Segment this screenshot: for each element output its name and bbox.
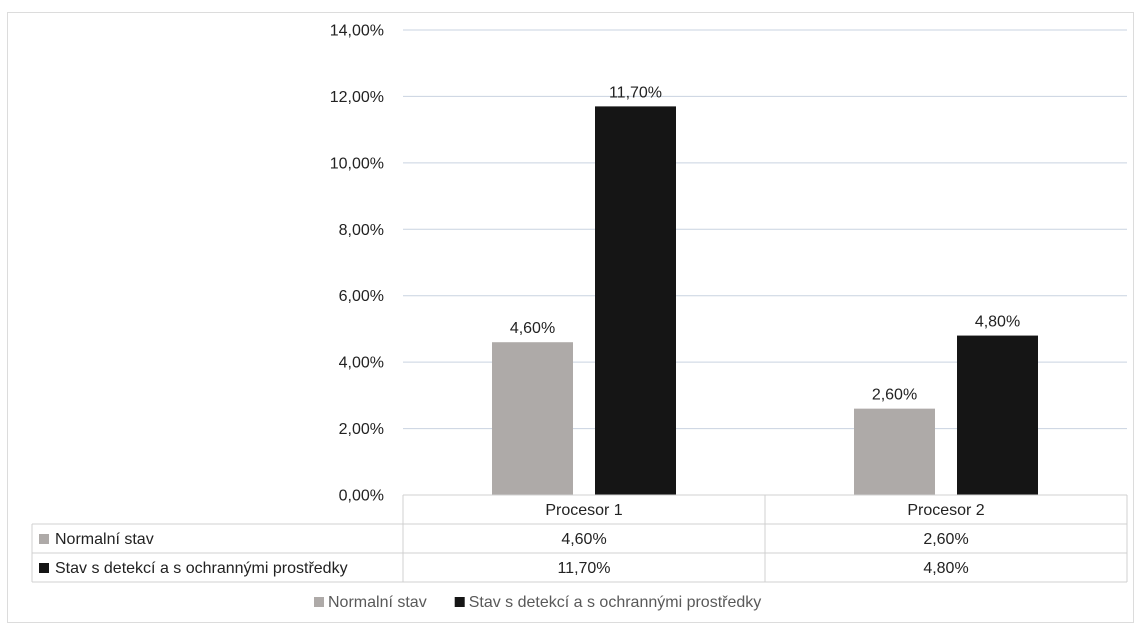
data-table: Procesor 1 Procesor 2 Normalní stav 4,60% 2,…	[31, 494, 1128, 583]
legend-key	[314, 597, 324, 607]
table-series-name: Normalní stav	[55, 531, 154, 548]
table-cell-value: 2,60%	[923, 531, 968, 548]
table-legend-key	[39, 563, 49, 573]
table-category-header: Procesor 1	[545, 502, 622, 519]
legend-label: Normalní stav	[328, 594, 427, 611]
bar	[854, 408, 935, 495]
y-tick-label: 8,00%	[339, 222, 384, 239]
legend: Normalní stav Stav s detekcí a s ochranný…	[314, 594, 761, 611]
bar	[957, 335, 1038, 495]
table-cell-value: 11,70%	[557, 560, 610, 577]
table-cell-value: 4,80%	[923, 560, 968, 577]
bar-data-label: 4,60%	[510, 320, 555, 337]
y-tick-label: 6,00%	[339, 288, 384, 305]
y-tick-label: 4,00%	[339, 355, 384, 372]
bar-data-label: 4,80%	[975, 314, 1020, 331]
y-tick-label: 2,00%	[339, 421, 384, 438]
y-tick-label: 12,00%	[330, 89, 384, 106]
y-tick-label: 0,00%	[339, 488, 384, 505]
bar	[595, 106, 676, 496]
bar	[492, 342, 573, 495]
data-labels: 4,60% 11,70% 2,60% 4,80%	[510, 84, 1020, 403]
table-series-name: Stav s detekcí a s ochrannými prostředky	[55, 560, 348, 577]
bars	[492, 106, 1038, 496]
chart-frame	[7, 12, 1134, 623]
table-cell-value: 4,60%	[561, 531, 606, 548]
y-tick-label: 14,00%	[330, 23, 384, 40]
legend-key	[454, 597, 465, 607]
legend-label: Stav s detekcí a s ochrannými prostředky	[469, 594, 762, 611]
y-tick-label: 10,00%	[330, 155, 384, 172]
bar-data-label: 11,70%	[609, 84, 662, 101]
bar-data-label: 2,60%	[872, 387, 917, 404]
table-legend-key	[39, 534, 49, 544]
table-category-header: Procesor 2	[907, 502, 984, 519]
y-axis-ticks: 0,00% 2,00% 4,00% 6,00% 8,00% 10,00% 12,00% 14,…	[330, 23, 384, 505]
